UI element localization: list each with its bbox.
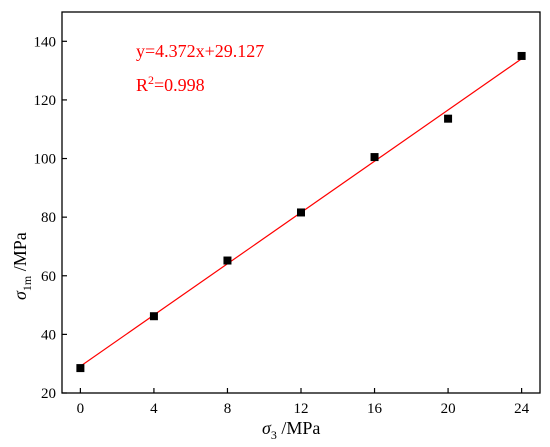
x-tick-label: 8 [224, 401, 232, 417]
plot-area [61, 11, 541, 394]
data-point [76, 364, 85, 373]
x-tick-label: 16 [367, 401, 383, 417]
fit-equation: y=4.372x+29.127 [136, 41, 264, 61]
x-tick-label: 12 [294, 401, 309, 417]
x-axis-symbol: σ [262, 418, 272, 438]
data-point [149, 312, 158, 321]
y-tick-label: 140 [34, 34, 57, 50]
plot-border [61, 11, 541, 394]
x-tick-label: 24 [514, 401, 530, 417]
data-points [76, 51, 526, 373]
y-tick-label: 100 [34, 152, 57, 168]
y-axis-symbol: σ [10, 290, 30, 300]
r2-value: =0.998 [154, 75, 205, 95]
y-axis-label: σ1m /MPa [10, 232, 34, 300]
x-axis-label: σ3 /MPa [262, 418, 320, 442]
data-point [517, 51, 526, 60]
y-tick-label: 120 [34, 93, 57, 109]
data-point [444, 114, 453, 123]
fit-r-squared: R2=0.998 [136, 73, 205, 95]
x-tick-label: 4 [150, 401, 158, 417]
x-tick-label: 20 [441, 401, 456, 417]
y-tick-label: 60 [41, 269, 56, 285]
r2-prefix: R [136, 75, 148, 95]
data-point [223, 256, 232, 265]
x-axis-unit: /MPa [277, 418, 321, 438]
r2-superscript: 2 [148, 73, 154, 87]
y-tick-label: 20 [41, 386, 56, 402]
y-axis-unit: /MPa [10, 232, 30, 276]
ticks: 0 4 8 12 16 20 24 20 40 60 80 100 120 140 [34, 34, 530, 417]
y-axis-subscript: 1m [20, 275, 34, 291]
y-tick-label: 40 [41, 327, 56, 343]
x-tick-label: 0 [77, 401, 85, 417]
data-point [297, 208, 305, 217]
y-tick-label: 80 [41, 210, 56, 226]
data-point [370, 153, 379, 162]
x-axis-subscript: 3 [271, 428, 277, 442]
